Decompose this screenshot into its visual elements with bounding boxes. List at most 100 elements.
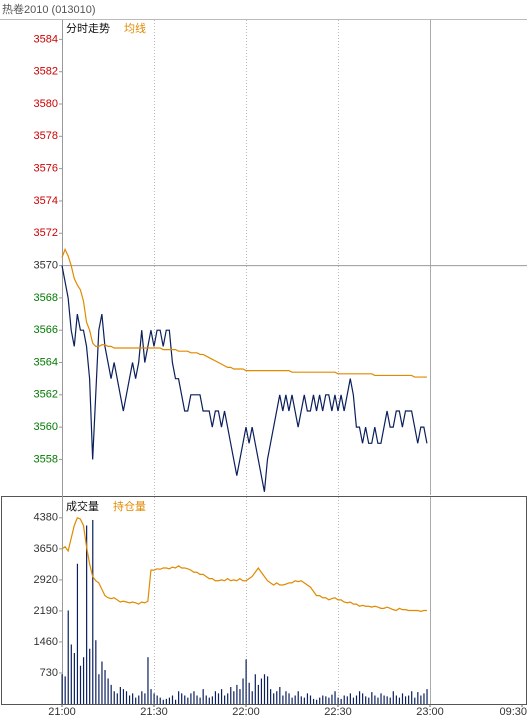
line-series: [61, 265, 428, 492]
volume-bar: [208, 697, 210, 704]
volume-bar: [86, 525, 88, 704]
y-tick-label: 3580: [34, 98, 58, 110]
volume-bar: [309, 695, 312, 704]
y-tick-label: 3570: [34, 259, 58, 271]
volume-bar: [205, 695, 207, 704]
volume-bar: [260, 678, 263, 704]
volume-bar: [138, 695, 140, 704]
volume-bar: [116, 693, 118, 704]
volume-bar: [70, 644, 72, 704]
volume-bar: [319, 697, 321, 704]
volume-bar: [408, 695, 410, 704]
volume-bar: [343, 695, 345, 704]
volume-bar: [211, 696, 213, 704]
y-tick-label: 3558: [34, 453, 58, 465]
volume-bar: [233, 691, 235, 704]
volume-bar: [352, 697, 355, 704]
y-tick-label: 3576: [34, 163, 58, 175]
volume-bar: [414, 697, 416, 704]
volume-bar: [297, 691, 299, 704]
volume-bar: [288, 693, 290, 704]
y-tick-label: 3578: [34, 130, 58, 142]
volume-bar: [113, 691, 115, 704]
volume-bar: [135, 697, 137, 704]
volume-bar: [291, 697, 293, 704]
volume-bar: [150, 689, 152, 704]
y-tick-label: 3574: [34, 195, 58, 207]
volume-bar: [417, 692, 419, 704]
y-tick-label: 4380: [34, 512, 58, 524]
y-tick-label: 2190: [34, 605, 58, 617]
legend-label: 均线: [124, 21, 146, 35]
y-tick-label: 3566: [34, 324, 58, 336]
volume-bar: [282, 695, 284, 704]
volume-bar: [147, 657, 149, 704]
volume-bar: [251, 691, 253, 704]
volume-bar: [159, 697, 161, 704]
volume-bar: [266, 676, 269, 704]
x-tick-label: 21:30: [140, 706, 168, 718]
volume-bar: [322, 695, 324, 704]
volume-bar: [168, 697, 171, 704]
page-title: 热卷2010 (013010): [2, 2, 96, 16]
volume-bar: [300, 696, 302, 704]
y-tick-label: 1460: [34, 636, 58, 648]
x-tick-label: 21:00: [48, 706, 76, 718]
volume-bar: [383, 695, 385, 704]
volume-bar: [411, 691, 413, 704]
volume-bar: [184, 695, 186, 704]
x-tick-label: 22:30: [324, 706, 352, 718]
volume-bar: [89, 648, 91, 704]
volume-bar: [377, 697, 379, 704]
volume-bar: [279, 686, 281, 704]
volume-bar: [132, 693, 134, 704]
volume-bar: [270, 689, 272, 704]
volume-bar: [355, 695, 358, 704]
volume-bar: [294, 695, 296, 704]
volume-bar: [162, 699, 164, 704]
volume-bar: [193, 691, 195, 704]
volume-bar: [239, 689, 241, 704]
volume-bar: [224, 695, 226, 704]
volume-bar: [104, 669, 106, 704]
y-tick-label: 3584: [34, 33, 58, 45]
volume-bar: [404, 696, 407, 704]
volume-bar: [79, 665, 82, 704]
volume-bar: [423, 693, 425, 704]
volume-bar: [101, 661, 103, 704]
volume-bar: [128, 695, 131, 704]
x-tick-label: 09:30: [499, 706, 527, 718]
volume-bar: [328, 697, 330, 704]
volume-bar: [236, 684, 238, 704]
volume-bar: [426, 689, 428, 704]
volume-bar: [119, 686, 121, 704]
volume-bar: [398, 697, 401, 704]
volume-bar: [346, 696, 348, 704]
volume-bar: [181, 693, 183, 704]
volume-bar: [144, 693, 146, 704]
volume-bar: [276, 691, 278, 704]
volume-bar: [365, 696, 367, 704]
x-tick-label: 22:00: [232, 706, 260, 718]
volume-bar: [368, 697, 370, 704]
volume-bar: [190, 693, 192, 704]
volume-bar: [401, 693, 404, 704]
volume-bar: [230, 686, 232, 704]
volume-bar: [178, 691, 180, 704]
volume-bar: [245, 659, 247, 704]
volume-bar: [395, 695, 397, 704]
volume-bar: [312, 698, 315, 704]
y-tick-label: 3562: [34, 389, 58, 401]
y-tick-label: 3560: [34, 421, 58, 433]
volume-bar: [82, 657, 85, 704]
volume-bar: [95, 640, 97, 704]
volume-bar: [141, 691, 143, 704]
volume-bar: [214, 691, 217, 704]
volume-bar: [165, 698, 167, 704]
x-tick-label: 23:00: [416, 706, 444, 718]
volume-bar: [107, 678, 109, 704]
volume-bar: [349, 693, 351, 704]
volume-bar: [242, 678, 244, 704]
